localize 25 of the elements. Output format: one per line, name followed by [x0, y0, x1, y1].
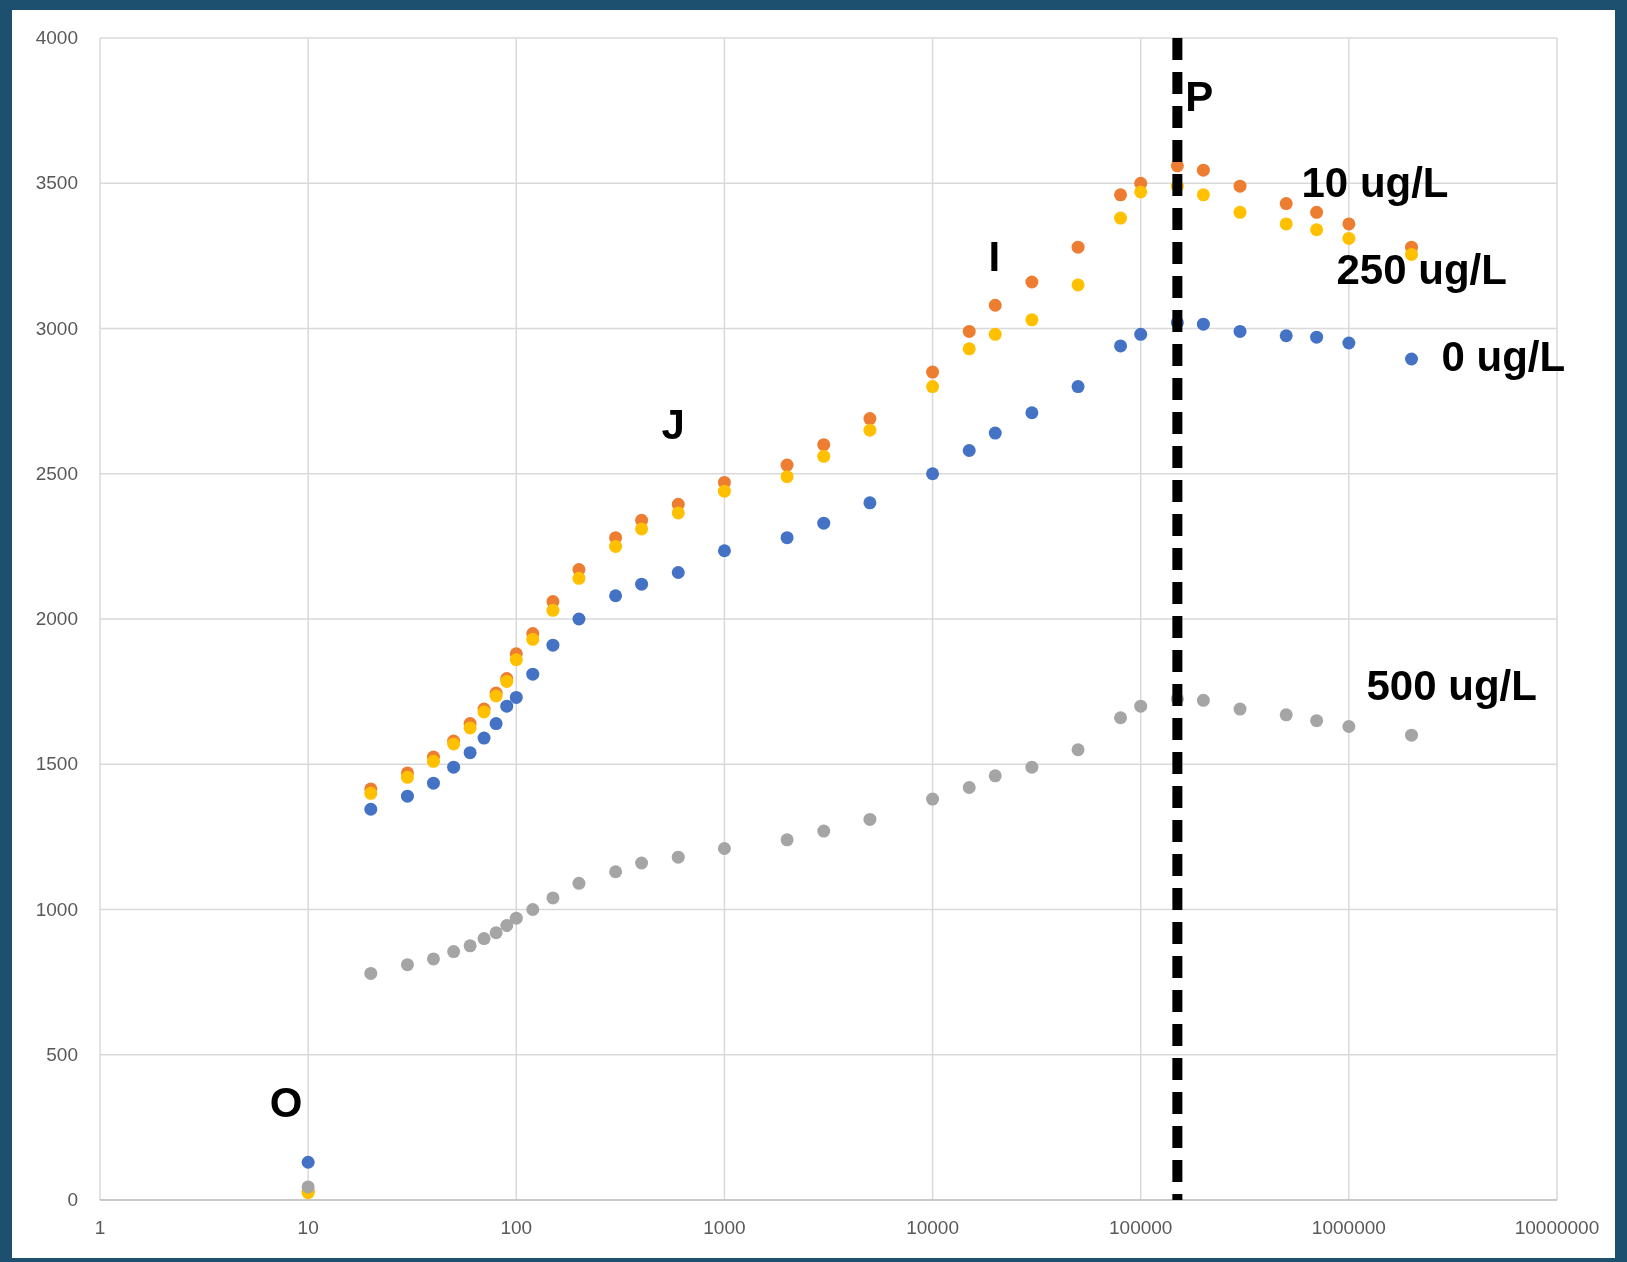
y-tick-label: 2500 [35, 462, 78, 484]
annotation: P [1185, 72, 1214, 120]
y-tick-label: 3500 [35, 172, 78, 194]
x-tick-label: 1 [94, 1217, 106, 1238]
x-tick-label: 100000 [1109, 1217, 1173, 1238]
annotation: J [661, 401, 685, 449]
series-label: 0 ug/L [1441, 333, 1566, 380]
y-tick-label: 2000 [35, 608, 78, 629]
annotation: I [988, 233, 1001, 281]
annotation: O [269, 1079, 303, 1127]
y-tick-label: 1500 [35, 753, 78, 775]
x-tick-label: 1000000 [1311, 1217, 1386, 1238]
series-label: 500 ug/L [1366, 662, 1537, 710]
y-tick-label: 0 [67, 1189, 78, 1210]
series-label: 250 ug/L [1336, 246, 1507, 294]
x-tick-label: 10000 [906, 1217, 959, 1238]
y-tick-label: 4000 [35, 27, 78, 48]
x-tick-label: 10000000 [1514, 1217, 1600, 1238]
y-tick-label: 3000 [35, 317, 78, 339]
y-tick-label: 500 [46, 1043, 78, 1065]
y-tick-label: 1000 [35, 898, 78, 920]
x-tick-label: 10 [297, 1217, 319, 1238]
x-tick-label: 1000 [703, 1217, 746, 1238]
x-tick-label: 100 [500, 1217, 533, 1238]
series-label: 10 ug/L [1301, 159, 1449, 207]
